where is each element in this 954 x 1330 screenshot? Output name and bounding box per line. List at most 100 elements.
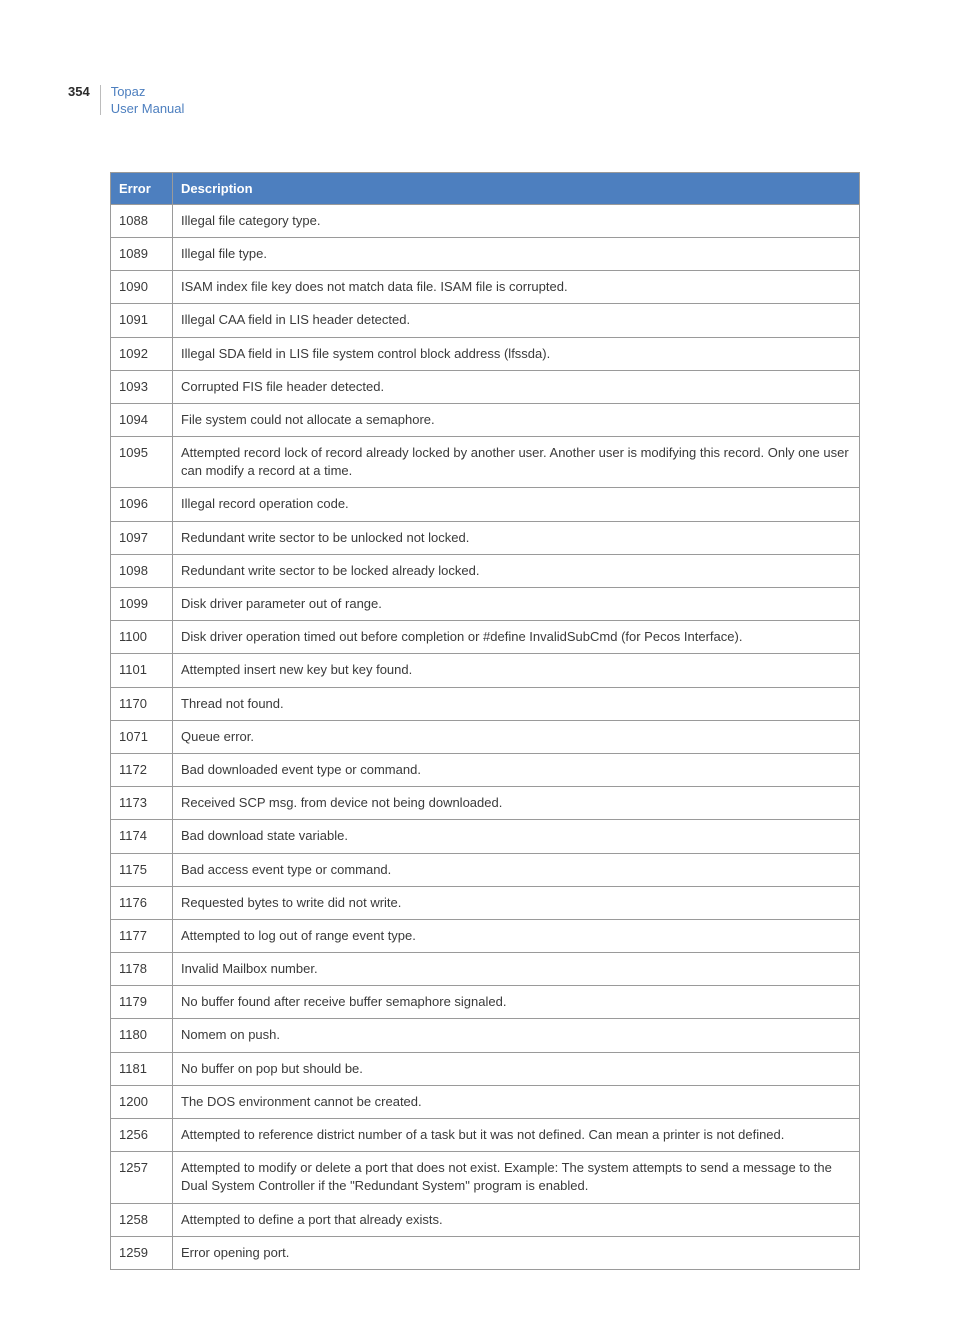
description-cell: Attempted to define a port that already … bbox=[173, 1203, 860, 1236]
description-cell: Disk driver operation timed out before c… bbox=[173, 621, 860, 654]
table-row: 1258Attempted to define a port that alre… bbox=[111, 1203, 860, 1236]
description-cell: Invalid Mailbox number. bbox=[173, 953, 860, 986]
table-row: 1093Corrupted FIS file header detected. bbox=[111, 370, 860, 403]
table-row: 1096Illegal record operation code. bbox=[111, 488, 860, 521]
error-code-cell: 1180 bbox=[111, 1019, 173, 1052]
table-row: 1095Attempted record lock of record alre… bbox=[111, 437, 860, 488]
description-cell: Queue error. bbox=[173, 720, 860, 753]
description-cell: ISAM index file key does not match data … bbox=[173, 271, 860, 304]
table-row: 1098Redundant write sector to be locked … bbox=[111, 554, 860, 587]
table-row: 1256Attempted to reference district numb… bbox=[111, 1119, 860, 1152]
error-code-cell: 1093 bbox=[111, 370, 173, 403]
error-code-cell: 1170 bbox=[111, 687, 173, 720]
error-code-cell: 1175 bbox=[111, 853, 173, 886]
error-code-cell: 1088 bbox=[111, 204, 173, 237]
error-code-cell: 1179 bbox=[111, 986, 173, 1019]
description-cell: Received SCP msg. from device not being … bbox=[173, 787, 860, 820]
table-row: 1176Requested bytes to write did not wri… bbox=[111, 886, 860, 919]
table-row: 1179No buffer found after receive buffer… bbox=[111, 986, 860, 1019]
description-cell: Bad downloaded event type or command. bbox=[173, 753, 860, 786]
error-code-cell: 1178 bbox=[111, 953, 173, 986]
table-row: 1090ISAM index file key does not match d… bbox=[111, 271, 860, 304]
table-row: 1181No buffer on pop but should be. bbox=[111, 1052, 860, 1085]
error-code-cell: 1174 bbox=[111, 820, 173, 853]
error-code-cell: 1177 bbox=[111, 919, 173, 952]
table-row: 1180Nomem on push. bbox=[111, 1019, 860, 1052]
table-row: 1071Queue error. bbox=[111, 720, 860, 753]
error-code-cell: 1181 bbox=[111, 1052, 173, 1085]
description-cell: Illegal CAA field in LIS header detected… bbox=[173, 304, 860, 337]
description-cell: Bad download state variable. bbox=[173, 820, 860, 853]
table-body: 1088Illegal file category type.1089Illeg… bbox=[111, 204, 860, 1269]
error-code-cell: 1172 bbox=[111, 753, 173, 786]
description-cell: Attempted to reference district number o… bbox=[173, 1119, 860, 1152]
error-code-cell: 1259 bbox=[111, 1236, 173, 1269]
error-code-cell: 1090 bbox=[111, 271, 173, 304]
header-divider bbox=[100, 85, 101, 115]
table-row: 1200The DOS environment cannot be create… bbox=[111, 1085, 860, 1118]
doc-title: User Manual bbox=[111, 101, 185, 118]
error-code-cell: 1096 bbox=[111, 488, 173, 521]
description-cell: Illegal file type. bbox=[173, 237, 860, 270]
description-cell: Redundant write sector to be locked alre… bbox=[173, 554, 860, 587]
table-header: Error Description bbox=[111, 172, 860, 204]
table-row: 1101Attempted insert new key but key fou… bbox=[111, 654, 860, 687]
description-cell: Illegal file category type. bbox=[173, 204, 860, 237]
error-code-cell: 1100 bbox=[111, 621, 173, 654]
description-cell: Error opening port. bbox=[173, 1236, 860, 1269]
description-cell: Nomem on push. bbox=[173, 1019, 860, 1052]
table-row: 1094File system could not allocate a sem… bbox=[111, 403, 860, 436]
error-code-cell: 1099 bbox=[111, 588, 173, 621]
page-header: 354 Topaz User Manual bbox=[68, 84, 864, 118]
table-row: 1089Illegal file type. bbox=[111, 237, 860, 270]
error-code-cell: 1092 bbox=[111, 337, 173, 370]
description-cell: Attempted record lock of record already … bbox=[173, 437, 860, 488]
description-cell: Bad access event type or command. bbox=[173, 853, 860, 886]
error-code-cell: 1256 bbox=[111, 1119, 173, 1152]
col-header-description: Description bbox=[173, 172, 860, 204]
table-row: 1100Disk driver operation timed out befo… bbox=[111, 621, 860, 654]
error-code-cell: 1095 bbox=[111, 437, 173, 488]
description-cell: Requested bytes to write did not write. bbox=[173, 886, 860, 919]
error-code-cell: 1258 bbox=[111, 1203, 173, 1236]
page-number: 354 bbox=[68, 84, 100, 101]
description-cell: Corrupted FIS file header detected. bbox=[173, 370, 860, 403]
description-cell: Redundant write sector to be unlocked no… bbox=[173, 521, 860, 554]
col-header-error: Error bbox=[111, 172, 173, 204]
error-code-cell: 1098 bbox=[111, 554, 173, 587]
description-cell: Thread not found. bbox=[173, 687, 860, 720]
description-cell: No buffer found after receive buffer sem… bbox=[173, 986, 860, 1019]
description-cell: File system could not allocate a semapho… bbox=[173, 403, 860, 436]
table-row: 1092Illegal SDA field in LIS file system… bbox=[111, 337, 860, 370]
error-code-cell: 1071 bbox=[111, 720, 173, 753]
table-row: 1099Disk driver parameter out of range. bbox=[111, 588, 860, 621]
description-cell: Attempted to modify or delete a port tha… bbox=[173, 1152, 860, 1203]
error-code-cell: 1094 bbox=[111, 403, 173, 436]
description-cell: Illegal SDA field in LIS file system con… bbox=[173, 337, 860, 370]
table-row: 1259Error opening port. bbox=[111, 1236, 860, 1269]
description-cell: Attempted insert new key but key found. bbox=[173, 654, 860, 687]
description-cell: Illegal record operation code. bbox=[173, 488, 860, 521]
description-cell: No buffer on pop but should be. bbox=[173, 1052, 860, 1085]
error-code-cell: 1097 bbox=[111, 521, 173, 554]
description-cell: Disk driver parameter out of range. bbox=[173, 588, 860, 621]
table-row: 1177Attempted to log out of range event … bbox=[111, 919, 860, 952]
error-table: Error Description 1088Illegal file categ… bbox=[110, 172, 860, 1270]
table-row: 1175Bad access event type or command. bbox=[111, 853, 860, 886]
description-cell: The DOS environment cannot be created. bbox=[173, 1085, 860, 1118]
page: 354 Topaz User Manual Error Description … bbox=[0, 0, 954, 1330]
error-code-cell: 1089 bbox=[111, 237, 173, 270]
header-titles: Topaz User Manual bbox=[111, 84, 185, 118]
error-code-cell: 1173 bbox=[111, 787, 173, 820]
error-code-cell: 1176 bbox=[111, 886, 173, 919]
header-row: 354 Topaz User Manual bbox=[68, 84, 864, 118]
error-code-cell: 1200 bbox=[111, 1085, 173, 1118]
error-code-cell: 1091 bbox=[111, 304, 173, 337]
table-row: 1178Invalid Mailbox number. bbox=[111, 953, 860, 986]
error-code-cell: 1257 bbox=[111, 1152, 173, 1203]
description-cell: Attempted to log out of range event type… bbox=[173, 919, 860, 952]
table-row: 1097Redundant write sector to be unlocke… bbox=[111, 521, 860, 554]
table-row: 1172Bad downloaded event type or command… bbox=[111, 753, 860, 786]
table-row: 1257Attempted to modify or delete a port… bbox=[111, 1152, 860, 1203]
table-row: 1088Illegal file category type. bbox=[111, 204, 860, 237]
